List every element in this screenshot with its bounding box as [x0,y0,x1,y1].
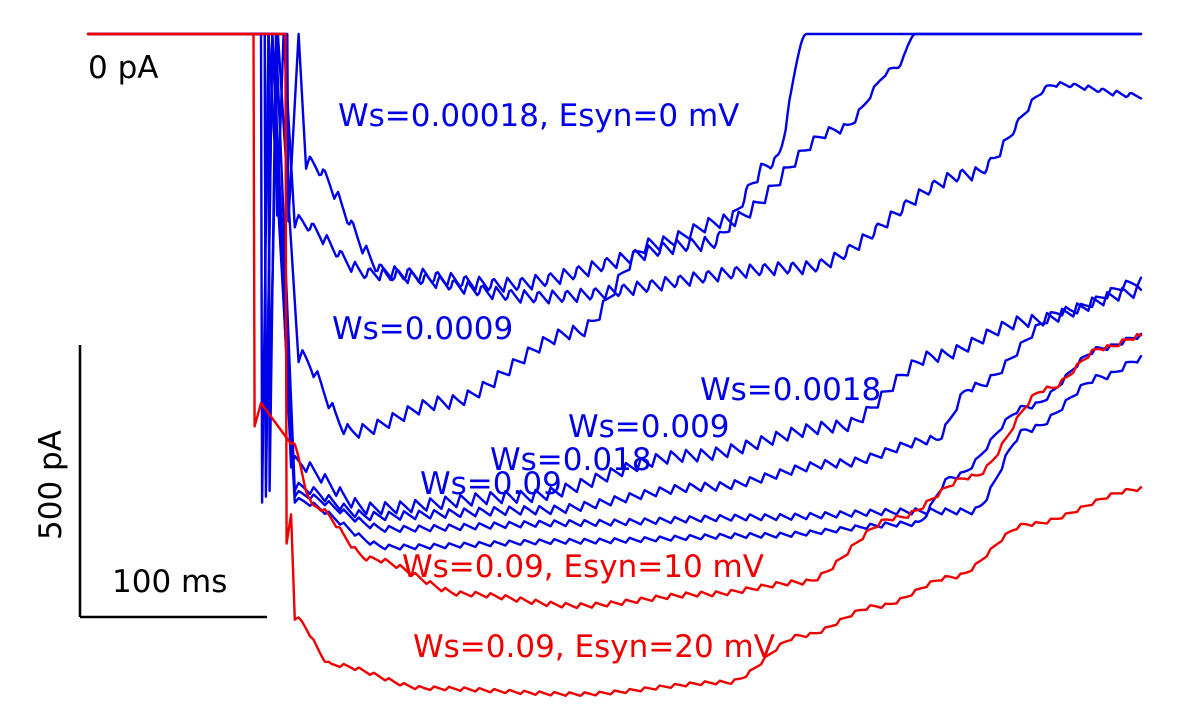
label-ws-0-0009: Ws=0.0009 [332,311,513,347]
trace-labels: Ws=0.00018, Esyn=0 mV Ws=0.0009 Ws=0.001… [332,98,881,665]
zero-level-label: 0 pA [88,50,158,86]
scale-bar-time-label: 100 ms [112,564,227,600]
scale-bar-current-label: 500 pA [33,430,69,540]
label-ws-0-09-esyn-20: Ws=0.09, Esyn=20 mV [413,629,775,665]
trace-0 [86,32,1143,293]
trace-2 [86,32,1143,439]
label-ws-0-09: Ws=0.09 [420,466,562,502]
scale-bar: 100 ms 500 pA [33,345,267,619]
trace-3 [86,32,1143,516]
trace-7 [86,32,1143,610]
trace-5 [86,32,1143,533]
trace-1 [86,32,1143,305]
trace-8 [86,32,1143,697]
label-ws-0-018: Ws=0.018 [490,442,652,478]
trace-6 [86,32,1143,551]
label-ws-0-00018: Ws=0.00018, Esyn=0 mV [338,98,739,134]
label-ws-0-0018: Ws=0.0018 [700,372,881,408]
trace-4 [86,32,1143,522]
label-ws-0-09-esyn-10: Ws=0.09, Esyn=10 mV [402,549,764,585]
trace-group [86,32,1143,697]
label-ws-0-009: Ws=0.009 [568,409,730,445]
